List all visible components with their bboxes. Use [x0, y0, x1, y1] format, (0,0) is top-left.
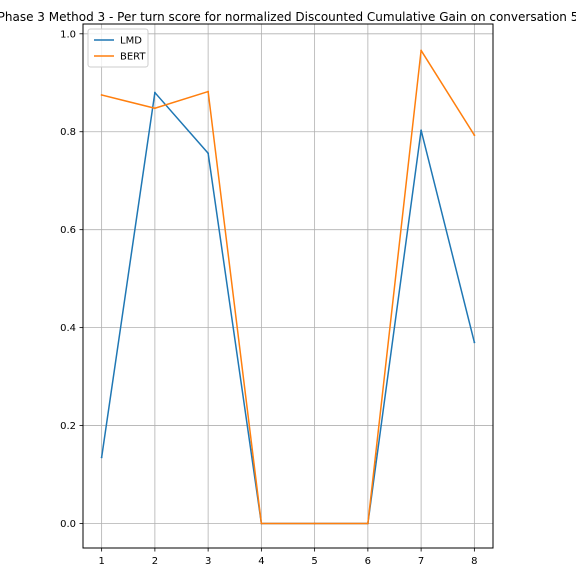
y-tick-label: 0.2	[60, 421, 76, 432]
x-tick-label: 7	[418, 556, 424, 567]
plot-area-frame	[82, 23, 494, 549]
y-tick-label: 0.8	[60, 127, 76, 138]
x-tick-label: 5	[311, 556, 317, 567]
y-tick-label: 1.0	[60, 29, 76, 40]
legend: LMD BERT	[87, 28, 149, 68]
data-point-lmd	[420, 129, 423, 132]
data-point-lmd	[473, 341, 476, 344]
data-point-lmd	[100, 456, 103, 459]
x-tick-label: 6	[365, 556, 371, 567]
series-line-bert	[100, 49, 476, 525]
data-point-bert	[153, 107, 156, 110]
x-tick-label: 8	[471, 556, 477, 567]
data-point-bert	[260, 522, 263, 525]
y-tick-label: 0.4	[60, 323, 76, 334]
axis-ticks: 1 2 3 4 5 6 7 8 0.0 0.2 0.4 0.6 0.8 1.0	[60, 29, 477, 567]
data-point-bert	[366, 522, 369, 525]
data-point-lmd	[153, 91, 156, 94]
y-tick-label: 0.6	[60, 225, 76, 236]
y-tick-label: 0.0	[60, 519, 76, 530]
chart-title: Phase 3 Method 3 - Per turn score for no…	[0, 10, 576, 24]
data-point-lmd	[207, 152, 210, 155]
data-point-bert	[473, 134, 476, 137]
x-tick-label: 4	[258, 556, 264, 567]
x-tick-label: 2	[152, 556, 158, 567]
data-point-bert	[313, 522, 316, 525]
grid	[83, 24, 493, 548]
legend-box	[87, 28, 149, 68]
data-point-bert	[420, 49, 423, 52]
legend-label-bert: BERT	[120, 52, 146, 63]
data-point-bert	[207, 90, 210, 93]
x-tick-label: 1	[98, 556, 104, 567]
x-tick-label: 3	[205, 556, 211, 567]
series-lines	[100, 49, 476, 525]
legend-label-lmd: LMD	[120, 36, 142, 47]
data-point-bert	[100, 94, 103, 96]
